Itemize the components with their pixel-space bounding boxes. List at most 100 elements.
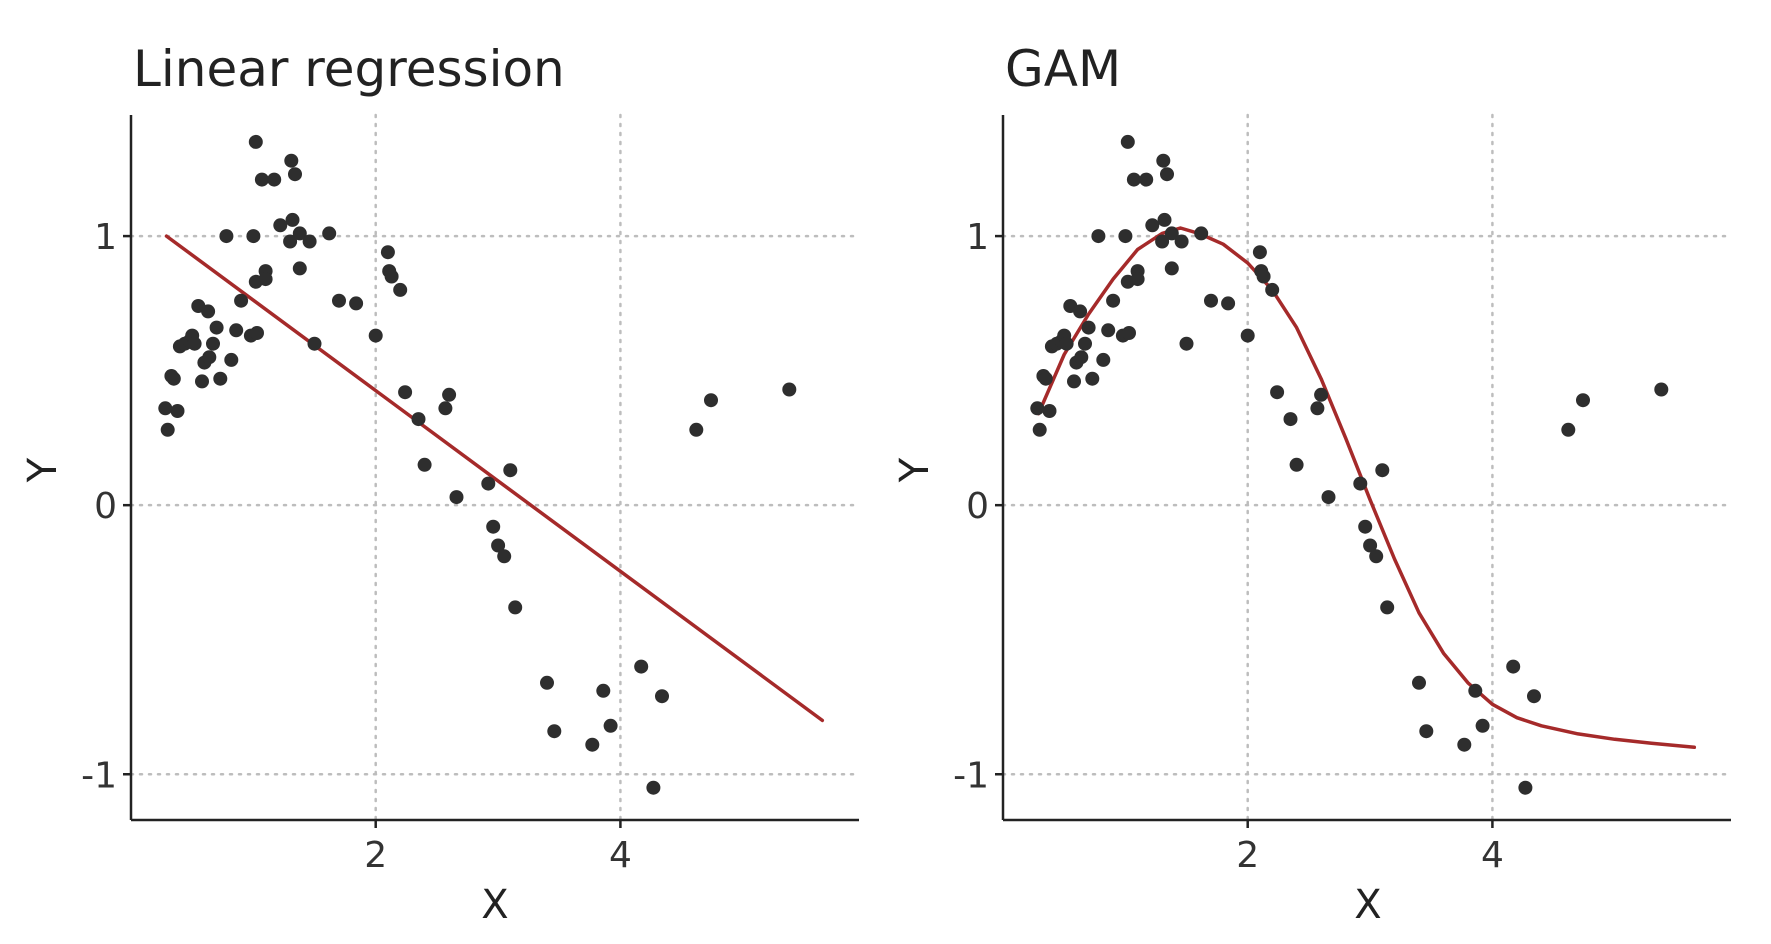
data-point bbox=[1164, 226, 1179, 241]
data-point bbox=[267, 172, 282, 187]
data-point bbox=[1122, 326, 1136, 340]
data-point bbox=[254, 172, 269, 187]
data-point bbox=[213, 371, 228, 386]
data-point bbox=[1270, 385, 1285, 400]
data-point bbox=[503, 463, 518, 478]
data-point bbox=[273, 218, 288, 233]
grid bbox=[1001, 113, 1733, 822]
data-point bbox=[596, 683, 611, 698]
data-point bbox=[229, 323, 244, 338]
data-point bbox=[234, 293, 249, 308]
x-tick-label: 4 bbox=[609, 835, 632, 876]
data-point bbox=[1067, 374, 1081, 389]
data-point bbox=[1130, 272, 1145, 287]
data-point bbox=[646, 780, 661, 795]
y-axis-label: Y bbox=[892, 457, 938, 483]
data-point bbox=[170, 404, 185, 418]
data-point bbox=[206, 336, 220, 351]
tick-labels: 2 4 -1 0 1 bbox=[81, 217, 632, 876]
data-point bbox=[393, 282, 408, 297]
data-point bbox=[1506, 659, 1521, 674]
data-point bbox=[1155, 234, 1170, 249]
y-tick-label: 0 bbox=[966, 486, 989, 527]
data-point bbox=[302, 234, 317, 249]
data-point bbox=[491, 538, 506, 553]
data-point bbox=[187, 336, 202, 351]
data-point bbox=[449, 490, 464, 505]
y-tick-label: -1 bbox=[953, 755, 989, 796]
data-point bbox=[1289, 457, 1304, 472]
y-tick-label: 0 bbox=[94, 486, 117, 527]
data-point bbox=[285, 212, 300, 227]
data-point bbox=[1157, 212, 1172, 227]
data-point bbox=[1363, 538, 1378, 553]
data-point bbox=[1353, 476, 1368, 491]
data-point bbox=[1256, 269, 1271, 284]
data-point bbox=[219, 229, 234, 244]
data-point bbox=[540, 675, 554, 690]
fit-layer bbox=[164, 234, 825, 723]
data-point bbox=[246, 229, 261, 244]
data-point bbox=[486, 519, 501, 534]
data-point bbox=[1380, 600, 1395, 615]
y-axis-label: Y bbox=[20, 457, 66, 483]
data-point bbox=[508, 600, 523, 615]
data-point bbox=[284, 153, 299, 168]
points-layer bbox=[1030, 134, 1669, 795]
x-tick-label: 2 bbox=[364, 835, 387, 876]
data-point bbox=[368, 328, 383, 343]
data-point bbox=[1321, 490, 1336, 505]
y-tick-label: -1 bbox=[81, 755, 117, 796]
data-point bbox=[634, 659, 649, 674]
data-point bbox=[782, 382, 797, 397]
data-point bbox=[481, 476, 496, 491]
data-point bbox=[292, 261, 307, 276]
x-axis-label: X bbox=[481, 882, 508, 928]
data-point bbox=[1139, 172, 1154, 187]
data-point bbox=[1252, 245, 1267, 260]
data-point bbox=[1265, 282, 1280, 297]
data-point bbox=[442, 387, 457, 402]
data-point bbox=[1145, 218, 1160, 233]
data-point bbox=[1518, 780, 1533, 795]
data-point bbox=[1179, 336, 1194, 351]
data-point bbox=[1042, 404, 1057, 418]
data-point bbox=[307, 336, 322, 351]
smooth-fit-line bbox=[1036, 226, 1697, 750]
x-axis-label: X bbox=[1354, 882, 1381, 928]
data-point bbox=[1106, 293, 1121, 308]
data-point bbox=[398, 385, 413, 400]
data-point bbox=[655, 689, 669, 704]
data-point bbox=[1164, 261, 1179, 276]
data-point bbox=[158, 401, 173, 416]
data-point bbox=[1240, 328, 1255, 343]
data-point bbox=[1475, 718, 1490, 733]
data-point bbox=[384, 269, 399, 284]
data-point bbox=[1101, 323, 1116, 338]
data-point bbox=[1174, 234, 1189, 249]
fit-layer bbox=[1036, 226, 1697, 750]
data-point bbox=[202, 350, 217, 365]
data-point bbox=[1457, 737, 1472, 752]
data-point bbox=[1120, 134, 1135, 149]
data-point bbox=[1030, 401, 1045, 416]
y-tick-label: 1 bbox=[966, 217, 989, 258]
data-point bbox=[497, 549, 512, 564]
data-point bbox=[1126, 172, 1141, 187]
data-point bbox=[1081, 320, 1096, 335]
data-point bbox=[1073, 304, 1088, 319]
axes bbox=[995, 115, 1731, 828]
data-point bbox=[283, 234, 298, 249]
data-point bbox=[1038, 371, 1053, 386]
data-point bbox=[417, 457, 432, 472]
data-point bbox=[209, 320, 224, 335]
panel-gam: GAM 2 4 -1 0 1 X Y bbox=[892, 40, 1733, 928]
data-point bbox=[332, 293, 346, 308]
data-point bbox=[1527, 689, 1541, 704]
data-point bbox=[1654, 382, 1669, 397]
data-point bbox=[195, 374, 209, 389]
data-point bbox=[689, 422, 704, 437]
points-layer bbox=[158, 134, 797, 795]
data-point bbox=[160, 422, 175, 437]
